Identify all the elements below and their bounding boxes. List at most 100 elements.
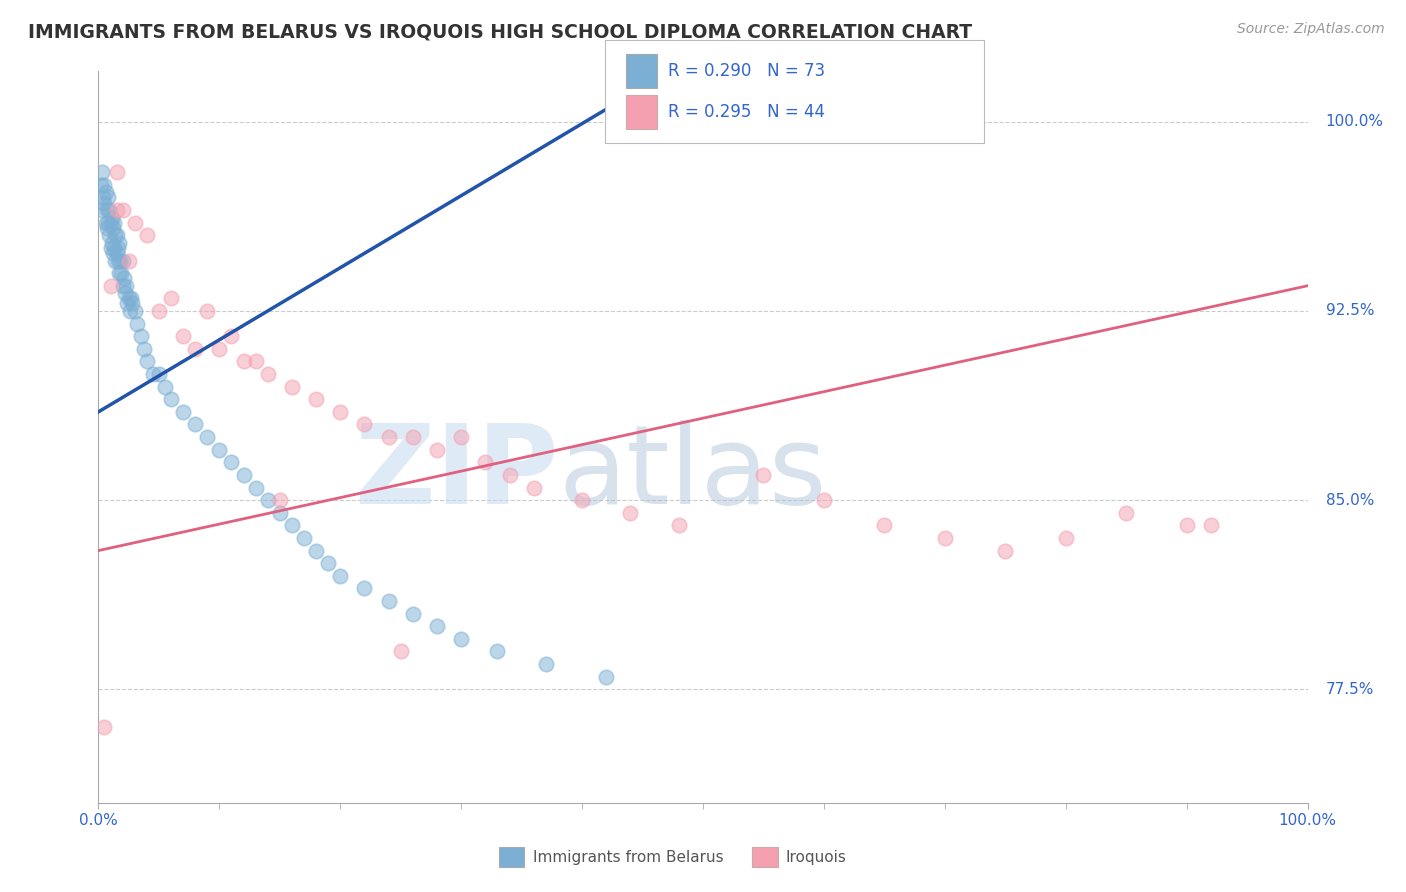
Point: [153, 379, 176, 393]
Point: [232, 467, 254, 482]
Point: [353, 417, 375, 432]
Point: [208, 442, 231, 457]
Point: [93, 195, 115, 210]
Point: [245, 481, 267, 495]
Point: [100, 241, 122, 255]
Point: [93, 178, 115, 192]
Point: [450, 632, 472, 646]
Point: [256, 493, 278, 508]
Point: [108, 266, 131, 280]
Point: [90, 178, 112, 192]
Point: [118, 253, 141, 268]
Text: R = 0.295   N = 44: R = 0.295 N = 44: [668, 103, 825, 121]
Point: [100, 211, 122, 225]
Point: [873, 518, 896, 533]
Point: [108, 235, 131, 250]
Point: [105, 203, 128, 218]
Text: ZIP: ZIP: [354, 420, 558, 527]
Point: [114, 286, 136, 301]
Text: Iroquois: Iroquois: [786, 850, 846, 864]
Point: [134, 342, 156, 356]
Point: [148, 304, 170, 318]
Point: [98, 228, 121, 243]
Point: [94, 186, 117, 200]
Point: [105, 228, 128, 243]
Point: [124, 304, 146, 318]
Point: [115, 278, 138, 293]
Point: [111, 203, 134, 218]
Point: [104, 228, 127, 243]
Point: [474, 455, 496, 469]
Point: [120, 291, 142, 305]
Point: [124, 216, 146, 230]
Point: [752, 467, 775, 482]
Point: [195, 304, 218, 318]
Point: [256, 367, 278, 381]
Point: [135, 228, 157, 243]
Point: [1199, 518, 1222, 533]
Point: [523, 481, 546, 495]
Text: IMMIGRANTS FROM BELARUS VS IROQUOIS HIGH SCHOOL DIPLOMA CORRELATION CHART: IMMIGRANTS FROM BELARUS VS IROQUOIS HIGH…: [28, 22, 972, 41]
Point: [184, 417, 207, 432]
Point: [105, 165, 128, 179]
Text: 77.5%: 77.5%: [1326, 681, 1374, 697]
Point: [377, 430, 399, 444]
Text: R = 0.290   N = 73: R = 0.290 N = 73: [668, 62, 825, 79]
Point: [269, 493, 291, 508]
Point: [107, 241, 129, 255]
Text: Source: ZipAtlas.com: Source: ZipAtlas.com: [1237, 22, 1385, 37]
Point: [101, 246, 124, 260]
Point: [101, 220, 124, 235]
Point: [108, 253, 131, 268]
Point: [148, 367, 170, 381]
Point: [96, 203, 118, 218]
Text: 85.0%: 85.0%: [1326, 492, 1374, 508]
Point: [107, 253, 129, 268]
Point: [292, 531, 315, 545]
Point: [208, 342, 231, 356]
Point: [692, 871, 714, 886]
Text: Immigrants from Belarus: Immigrants from Belarus: [533, 850, 724, 864]
Point: [305, 543, 328, 558]
Point: [103, 241, 125, 255]
Point: [571, 493, 593, 508]
Point: [316, 556, 339, 570]
Point: [1054, 531, 1077, 545]
Point: [104, 253, 127, 268]
Point: [172, 329, 194, 343]
Point: [91, 203, 114, 218]
Text: 100.0%: 100.0%: [1326, 114, 1384, 129]
Point: [184, 342, 207, 356]
Point: [994, 543, 1017, 558]
Point: [498, 467, 520, 482]
Point: [103, 216, 125, 230]
Point: [117, 296, 139, 310]
Point: [269, 506, 291, 520]
Point: [813, 493, 835, 508]
Point: [98, 203, 121, 218]
Point: [668, 518, 690, 533]
Point: [111, 278, 134, 293]
Point: [94, 216, 117, 230]
Point: [135, 354, 157, 368]
Point: [305, 392, 328, 407]
Point: [129, 329, 152, 343]
Point: [232, 354, 254, 368]
Text: atlas: atlas: [558, 420, 827, 527]
Point: [245, 354, 267, 368]
Point: [402, 607, 425, 621]
Point: [111, 253, 134, 268]
Point: [934, 531, 956, 545]
Point: [195, 430, 218, 444]
Point: [172, 405, 194, 419]
Point: [426, 442, 449, 457]
Point: [91, 190, 114, 204]
Point: [110, 266, 132, 280]
Point: [91, 165, 114, 179]
Point: [118, 304, 141, 318]
Point: [353, 582, 375, 596]
Point: [121, 296, 143, 310]
Point: [221, 329, 243, 343]
Point: [221, 455, 243, 469]
Point: [402, 430, 425, 444]
